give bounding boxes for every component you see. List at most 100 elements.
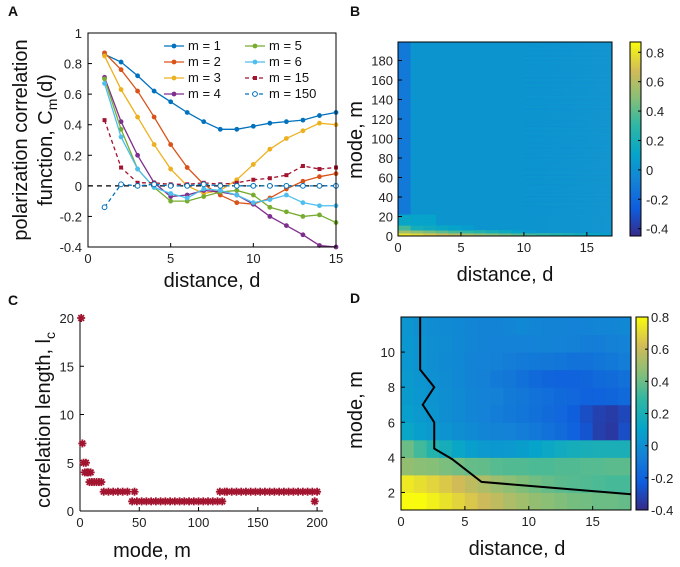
heatmap-cell [528, 492, 543, 511]
x-tick-label: 0 [397, 514, 404, 529]
colorbar-tick-label: 0 [646, 163, 653, 178]
data-point [184, 182, 191, 189]
heatmap-cell [410, 222, 424, 224]
heatmap-cell [426, 474, 440, 493]
heatmap-cell [523, 230, 537, 232]
panel-label-d: D [350, 290, 360, 306]
data-point [118, 181, 124, 188]
heatmap-cell [528, 457, 543, 476]
heatmap-cell [618, 334, 632, 353]
heatmap-cell [448, 230, 462, 232]
data-point [317, 120, 322, 126]
heatmap-cell [490, 457, 504, 476]
heatmap-cell [579, 317, 594, 336]
heatmap-cell [586, 233, 600, 235]
panel-c-x-label: mode, m [113, 540, 191, 562]
data-point [118, 134, 124, 140]
heatmap-cell [554, 404, 568, 423]
y-tick-label: 120 [371, 112, 393, 127]
panel-d-x-label: distance, d [469, 538, 566, 560]
heatmap-cell [605, 387, 619, 406]
x-tick-label: 5 [461, 514, 468, 529]
heatmap-cell [398, 42, 411, 236]
heatmap-cell [435, 234, 449, 236]
heatmap-cell [452, 317, 466, 336]
data-point [151, 88, 157, 94]
y-tick-label: 40 [379, 190, 393, 205]
x-tick-label: 200 [306, 515, 328, 530]
heatmap-cell [410, 227, 424, 229]
data-point [217, 126, 223, 132]
heatmap-cell [503, 334, 517, 353]
data-point [119, 165, 124, 170]
legend-label: m = 15 [269, 70, 309, 85]
heatmap-cell [401, 422, 415, 441]
legend-label: m = 1 [188, 38, 221, 53]
panel-a-x-label: distance, d [164, 270, 261, 292]
heatmap-cell [439, 352, 453, 371]
heatmap-cell [503, 352, 517, 371]
heatmap-cell [528, 334, 543, 353]
heatmap-cell [511, 230, 525, 232]
asterisk-stroke [123, 488, 131, 496]
heatmap-cell [398, 225, 411, 227]
heatmap-cell [574, 234, 588, 236]
heatmap-cell [413, 404, 428, 423]
heatmap-cell [618, 492, 632, 511]
heatmap-cell [503, 369, 517, 388]
heatmap-cell [567, 457, 581, 476]
heatmap-cell [605, 369, 619, 388]
heatmap-cell [490, 317, 504, 336]
heatmap-cell [398, 216, 411, 218]
heatmap-cell [398, 218, 411, 220]
heatmap-cell [448, 232, 462, 234]
heatmap-cell [541, 352, 555, 371]
data-point [167, 182, 174, 189]
heatmap-cell [511, 231, 525, 233]
panel-a-y-label-line1: polarization correlation [10, 39, 32, 240]
heatmap-cell [516, 352, 530, 371]
heatmap-cell [423, 225, 437, 227]
heatmap-cell [618, 317, 632, 336]
x-tick-label: 15 [329, 251, 343, 266]
heatmap-cell [439, 334, 453, 353]
data-point [267, 214, 273, 219]
heatmap-cell [567, 334, 581, 353]
heatmap-cell [523, 232, 537, 234]
panel-d-axes-box [400, 316, 632, 511]
panel-c: C 0 50 100 150 200 0 5 10 15 20 mode, m correlati… [8, 292, 328, 562]
panel-label-c: C [8, 292, 18, 308]
heatmap-cell [435, 233, 449, 235]
heatmap-cell [398, 233, 411, 235]
y-tick-label: -0.4 [60, 240, 82, 255]
x-tick-label: 5 [457, 240, 464, 255]
heatmap-cell [439, 492, 453, 511]
legend-marker [171, 43, 177, 49]
heatmap-cell [579, 369, 594, 388]
heatmap-cell [599, 234, 613, 236]
data-point [201, 186, 207, 192]
heatmap-cell [452, 369, 466, 388]
data-point [118, 87, 124, 92]
panel-a-y-label-line2: function, Cm(d) [35, 74, 60, 206]
heatmap-cell [541, 457, 555, 476]
heatmap-cell [567, 439, 581, 458]
data-point [234, 200, 240, 206]
data-point [201, 194, 207, 199]
heatmap-cell [477, 317, 491, 336]
heatmap-cell [554, 474, 568, 493]
heatmap-cell [516, 317, 530, 336]
heatmap-cell [413, 369, 428, 388]
heatmap-cell [398, 228, 411, 230]
heatmap-cell [498, 233, 512, 235]
heatmap-cell [498, 232, 512, 234]
data-point [151, 181, 158, 188]
heatmap-cell [398, 230, 411, 232]
heatmap-cell [528, 352, 543, 371]
panel-a: A 0 5 10 15 -0.4 -0.2 0 0.2 0.4 0.6 0.8 1 distance,… [8, 3, 343, 292]
data-point [317, 212, 322, 218]
heatmap-cell [410, 223, 424, 225]
data-point [266, 182, 273, 189]
asterisk-marker [81, 458, 90, 467]
